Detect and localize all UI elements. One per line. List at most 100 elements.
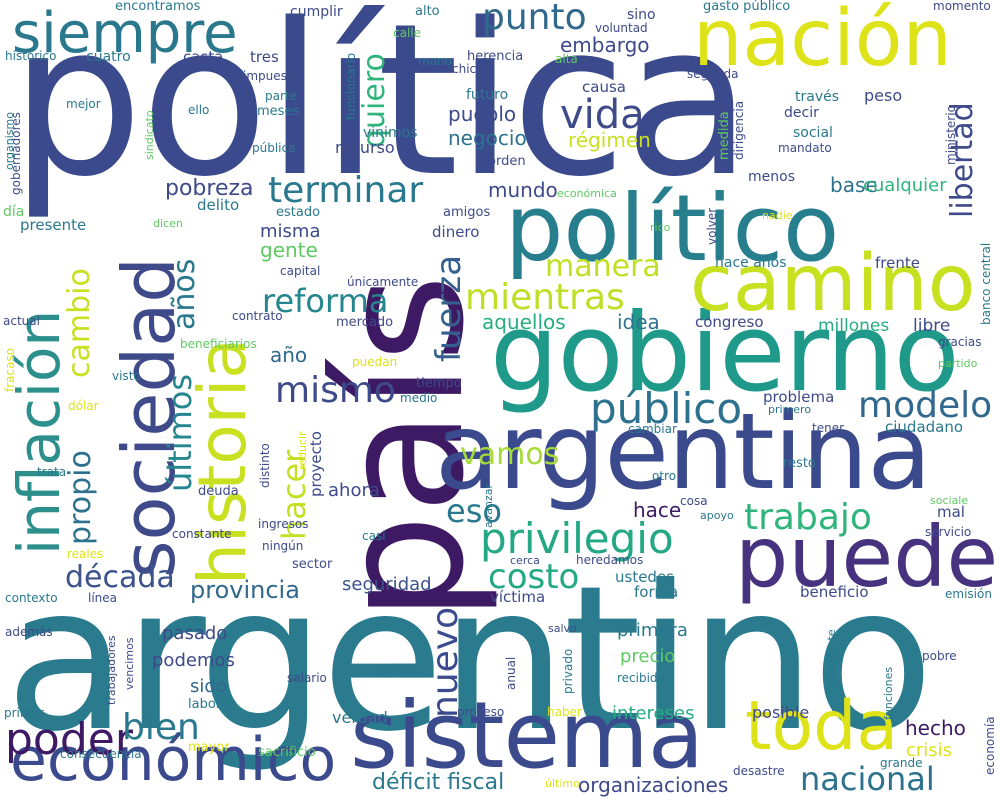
- word: ello: [188, 103, 210, 117]
- word: nación: [693, 0, 952, 84]
- word: trabajo: [744, 497, 872, 538]
- word: ingresos: [258, 517, 309, 531]
- word: calle: [393, 26, 422, 40]
- word: punto: [482, 0, 587, 38]
- word: posible: [752, 703, 810, 722]
- word: beneficiarios: [180, 337, 257, 351]
- word: anual: [504, 656, 518, 690]
- word: fuerza: [429, 254, 469, 362]
- word: fracaso: [3, 347, 17, 392]
- word: través: [795, 89, 840, 105]
- word: sacrificio: [258, 745, 316, 760]
- word: verdad: [332, 708, 388, 727]
- word: bien: [122, 707, 200, 748]
- word: propio: [63, 450, 98, 545]
- word: inflación: [5, 309, 73, 555]
- word: camino: [690, 239, 976, 329]
- word: vamos: [460, 437, 560, 472]
- word: privado: [561, 648, 575, 694]
- word: último: [545, 777, 580, 790]
- word: partido: [938, 357, 978, 370]
- word: nadie: [762, 209, 793, 222]
- word: segunda: [687, 67, 739, 81]
- word: mayor: [188, 740, 230, 755]
- word: parte: [265, 89, 297, 103]
- word: día: [3, 204, 25, 220]
- word: mientras: [465, 277, 625, 318]
- word: dirigencia: [732, 100, 746, 160]
- word: hace: [633, 498, 682, 522]
- word: cumplir: [290, 4, 343, 20]
- word: político: [505, 175, 840, 282]
- word: alto: [415, 4, 440, 19]
- word: siempre: [12, 1, 238, 66]
- word: ningún: [262, 539, 304, 553]
- word: congreso: [695, 313, 764, 331]
- word: embargo: [560, 33, 650, 57]
- word: distinto: [258, 443, 272, 488]
- word: pobreza: [165, 176, 254, 201]
- word: recibido: [617, 671, 665, 685]
- word: cambiar: [628, 422, 677, 436]
- word: sistema: [350, 682, 704, 789]
- word: vencimos: [123, 637, 136, 690]
- word: frente: [875, 254, 920, 272]
- word: libre: [913, 316, 951, 336]
- word: problema: [763, 388, 835, 406]
- word: cambio: [62, 268, 97, 378]
- word: consecuencia: [60, 747, 142, 761]
- word: crisis: [906, 740, 953, 761]
- word: trata: [37, 465, 67, 479]
- word: decreto: [372, 664, 422, 679]
- word: económico: [10, 725, 337, 795]
- word: heredamos: [576, 553, 644, 567]
- word: salvo: [548, 622, 577, 635]
- word: ministerio: [944, 105, 958, 165]
- word: actual: [3, 314, 40, 328]
- word: hecho: [905, 716, 966, 740]
- word: sociale: [930, 494, 969, 507]
- word: primero: [768, 403, 812, 416]
- word: casi: [362, 529, 386, 543]
- word: meses: [257, 104, 300, 119]
- word: impuesto: [243, 69, 299, 83]
- word: dicen: [153, 217, 183, 230]
- word: alta: [555, 52, 578, 66]
- word: déficit fiscal: [372, 770, 505, 795]
- word: primera: [617, 620, 688, 641]
- word: pobre: [922, 649, 957, 663]
- word: mismo: [275, 370, 396, 411]
- word: nuevo: [425, 606, 466, 718]
- word: precio: [620, 646, 676, 667]
- word: nacional: [800, 760, 935, 798]
- word: volver: [705, 207, 719, 245]
- word: seguridad: [342, 574, 432, 595]
- word: visto: [112, 369, 141, 383]
- word: rico: [650, 221, 671, 234]
- word: avanzar: [482, 484, 495, 528]
- word: organizaciones: [578, 773, 729, 797]
- word: línea: [88, 591, 118, 605]
- word: argentino: [5, 543, 934, 776]
- word: base: [830, 173, 878, 197]
- word: cualquier: [863, 175, 947, 196]
- word: pueblo: [448, 102, 517, 126]
- word: economía: [983, 716, 997, 775]
- word: misma: [260, 221, 321, 242]
- word: cerca: [510, 554, 540, 567]
- word: año: [270, 343, 308, 367]
- word: mundo: [488, 178, 558, 202]
- word: mano: [418, 54, 452, 68]
- word: peso: [864, 86, 903, 105]
- word: proceso: [457, 705, 505, 719]
- word: proyecto: [307, 431, 325, 497]
- word: aquellos: [482, 310, 566, 334]
- word: modelo: [858, 385, 993, 426]
- word: gente: [260, 238, 318, 262]
- word: funciones: [882, 666, 895, 720]
- word: podemos: [152, 650, 235, 671]
- word: mercado: [336, 315, 394, 330]
- word: reales: [67, 547, 104, 561]
- word: ciudadano: [885, 418, 964, 436]
- word: vida: [560, 92, 645, 138]
